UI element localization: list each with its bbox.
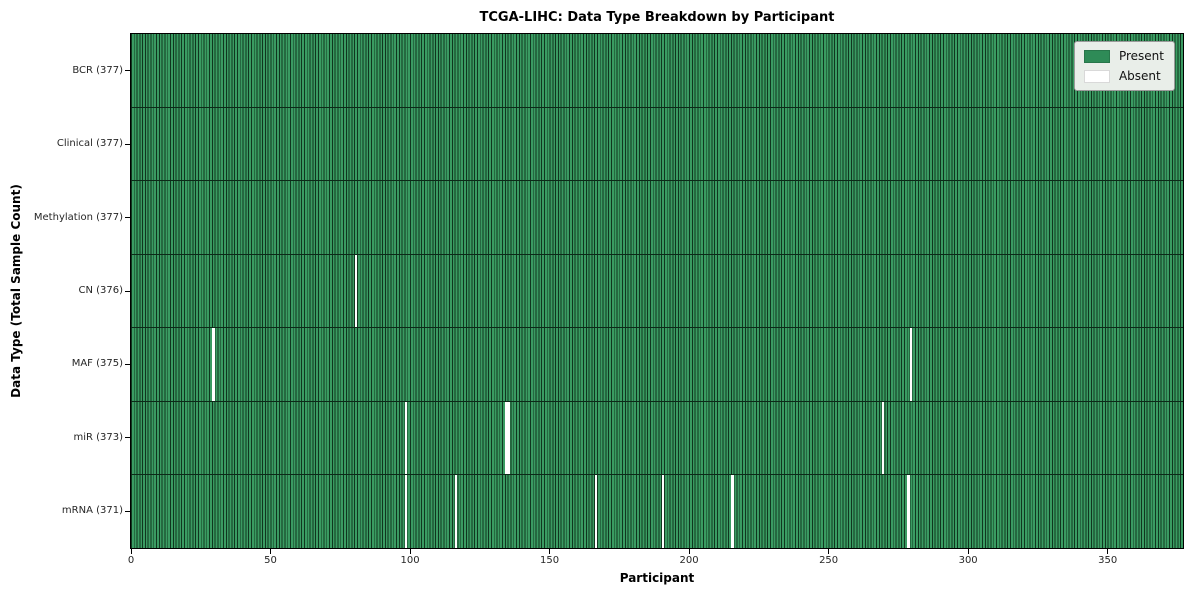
y-tick-mark <box>125 217 130 219</box>
absent-cell-mRNA-98 <box>404 474 408 548</box>
y-tick-label: mRNA (371) <box>61 505 123 517</box>
legend-label-present: Present <box>1118 49 1164 63</box>
x-tick-mark <box>130 549 132 554</box>
y-tick-label: MAF (375) <box>71 358 123 370</box>
y-tick-mark <box>125 510 130 512</box>
x-tick-mark <box>828 549 830 554</box>
y-tick-label: CN (376) <box>78 285 123 296</box>
row-separator <box>131 327 1183 329</box>
x-tick-label: 250 <box>819 555 839 566</box>
y-tick-mark <box>125 70 130 72</box>
absent-cell-miR-269 <box>882 401 885 475</box>
row-separator <box>131 253 1183 255</box>
chart-title: TCGA-LIHC: Data Type Breakdown by Partic… <box>479 10 835 25</box>
y-tick-label: miR (373) <box>73 431 123 443</box>
x-tick-mark <box>270 549 272 554</box>
absent-swatch <box>1083 69 1110 83</box>
absent-cell-mRNA-190 <box>661 474 664 548</box>
absent-cell-mRNA-166 <box>594 474 597 548</box>
absent-cell-MAF-29 <box>212 327 215 402</box>
absent-cell-MAF-279 <box>910 327 913 402</box>
row-separator <box>131 180 1183 182</box>
x-tick-mark <box>409 549 411 554</box>
x-axis-label: Participant <box>619 571 695 585</box>
y-tick-mark <box>125 290 130 292</box>
heatmap-plot-area <box>130 33 1184 549</box>
x-tick-label: 0 <box>127 555 135 566</box>
row-separator <box>131 474 1183 476</box>
row-separator <box>131 400 1183 402</box>
y-tick-label: Clinical (377) <box>56 138 123 150</box>
x-tick-mark <box>549 549 551 554</box>
y-tick-label: Methylation (377) <box>33 211 123 223</box>
row-separator <box>131 106 1183 108</box>
y-tick-mark <box>125 363 130 365</box>
absent-cell-mRNA-278 <box>907 474 910 548</box>
absent-cell-mRNA-215 <box>731 474 734 548</box>
y-tick-mark <box>125 143 130 145</box>
absent-cell-miR-135 <box>508 401 511 475</box>
x-tick-label: 200 <box>679 555 699 566</box>
legend: Present Absent <box>1073 41 1175 91</box>
absent-cell-CN-80 <box>354 254 358 328</box>
x-tick-label: 300 <box>958 555 978 566</box>
x-tick-mark <box>1107 549 1109 554</box>
x-tick-label: 350 <box>1098 555 1118 566</box>
legend-label-absent: Absent <box>1118 69 1161 83</box>
y-tick-label: BCR (377) <box>72 64 123 76</box>
x-tick-mark <box>967 549 969 554</box>
legend-item-present: Present <box>1083 49 1164 63</box>
y-tick-mark <box>125 437 130 439</box>
legend-item-absent: Absent <box>1083 69 1164 83</box>
x-tick-label: 50 <box>264 555 277 566</box>
x-tick-label: 150 <box>540 555 560 566</box>
absent-cell-miR-98 <box>404 401 408 475</box>
x-tick-label: 100 <box>400 555 420 566</box>
present-swatch <box>1083 49 1110 63</box>
absent-cell-miR-134 <box>505 401 508 475</box>
absent-cell-mRNA-116 <box>455 474 458 548</box>
x-tick-mark <box>688 549 690 554</box>
